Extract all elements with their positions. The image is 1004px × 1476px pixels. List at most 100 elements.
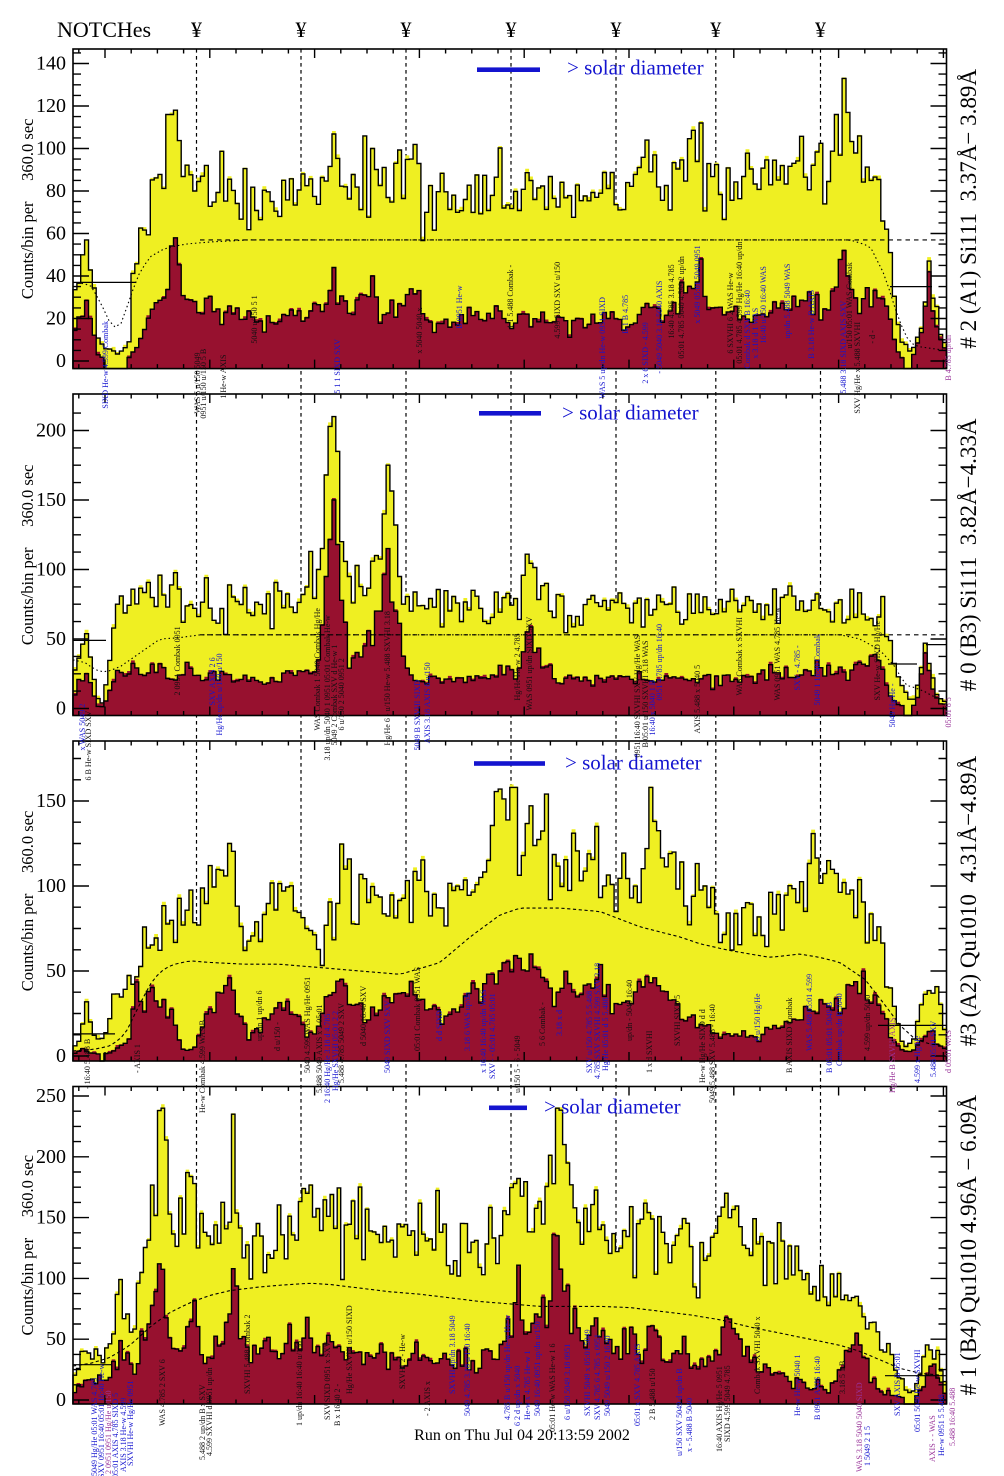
svg-text:4.785 SXV SXVHI 4.599 SXV 3.18: 4.785 SXV SXVHI 4.599 SXV 3.18 xyxy=(593,963,602,1079)
svg-text:WAS 0951 up/dn SIXD SXV: WAS 0951 up/dn SIXD SXV xyxy=(525,616,534,710)
svg-text:16:40 u/150 16:40 WAS: 16:40 u/150 16:40 WAS xyxy=(759,266,768,343)
svg-text:5040 4.599 WAS Hg/He 0951: 5040 4.599 WAS Hg/He 0951 xyxy=(303,977,312,1073)
svg-text:B 4.785 up/dn: B 4.785 up/dn xyxy=(944,335,953,381)
svg-text:B x 16:40 2 -: B x 16:40 2 - xyxy=(333,1383,342,1426)
svg-text:Hg/He SXVHI 05:01 2 2: Hg/He SXVHI 05:01 2 2 xyxy=(331,1011,340,1091)
svg-text:100: 100 xyxy=(36,1267,66,1289)
svg-text:50: 50 xyxy=(46,960,66,982)
svg-text:6 u/150 5049 3.18 0951: 6 u/150 5049 3.18 0951 xyxy=(563,1344,572,1420)
svg-text:SXVHI up/dn 3.18 5049: SXVHI up/dn 3.18 5049 xyxy=(448,1315,457,1394)
svg-text:120: 120 xyxy=(36,95,66,117)
svg-text:6 u/150 2 5040 0951 2: 6 u/150 2 5040 0951 2 xyxy=(337,658,346,730)
svg-text:u/150 SXV 5049 d up/dn B: u/150 SXV 5049 d up/dn B xyxy=(675,1368,684,1456)
svg-text:> solar diameter: > solar diameter xyxy=(567,56,704,80)
svg-text:AXIS - - WAS: AXIS - - WAS xyxy=(928,1415,937,1462)
svg-text:¥: ¥ xyxy=(401,17,412,42)
svg-text:- 5049 5040 3.18 5040 AXIS: - 5049 5040 3.18 5040 AXIS xyxy=(655,281,664,374)
svg-text:# 0 (B3) Si111 3.82Å−4.33Å: # 0 (B3) Si111 3.82Å−4.33Å xyxy=(956,418,981,691)
svg-text:x 5049 05:01 5049 0951: x 5049 05:01 5049 0951 xyxy=(693,245,702,323)
svg-text:05:01 AXIS 4.785 SIXD 5: 05:01 AXIS 4.785 SIXD 5 xyxy=(111,1393,120,1476)
svg-text:5049 Hg/He 05:01 WAS 4.785: 5049 Hg/He 05:01 WAS 4.785 xyxy=(90,1378,99,1476)
svg-text:6 2 d up/dn x 5040: 6 2 d up/dn x 5040 xyxy=(513,1366,522,1426)
svg-text:150: 150 xyxy=(36,489,66,511)
svg-text:2 B 5.488 u/150: 2 B 5.488 u/150 xyxy=(648,1368,657,1420)
svg-text:up/dn 5.488 5049 WAS: up/dn 5.488 5049 WAS xyxy=(783,264,792,339)
svg-text:200: 200 xyxy=(36,1146,66,1168)
svg-text:Hg/He He-w 2 4.785: Hg/He He-w 2 4.785 xyxy=(513,633,522,700)
svg-text:5049 2 Combak SXV d He-w 1: 5049 2 Combak SXV d He-w 1 xyxy=(330,645,339,746)
svg-text:WAS 5 u/150 5049: WAS 5 u/150 5049 xyxy=(193,352,202,413)
svg-text:WAS Combak 1 5040 Combak Hg/He: WAS Combak 1 5040 Combak Hg/He xyxy=(313,608,322,731)
svg-text:4.785 B u/150 up/dn He-w He-w: 4.785 B u/150 up/dn He-w He-w xyxy=(503,1314,512,1420)
svg-text:SXVHI SIXD 5: SXVHI SIXD 5 xyxy=(673,995,682,1046)
svg-text:- AXIS 1: - AXIS 1 xyxy=(133,1044,142,1073)
svg-text:SXVHI 5049 x 05:01 5049: SXVHI 5049 x 05:01 5049 xyxy=(583,1329,592,1416)
svg-text:5049 16:40 0951 up/dn u/150: 5049 16:40 0951 up/dn u/150 xyxy=(533,1321,542,1416)
svg-text:¥: ¥ xyxy=(191,17,202,42)
svg-text:3.18 6 WAS up/dn: 3.18 6 WAS up/dn xyxy=(463,992,472,1051)
svg-text:100: 100 xyxy=(36,559,66,581)
svg-text:80: 80 xyxy=(46,180,66,202)
svg-text:3.18 x d: 3.18 x d xyxy=(555,1010,564,1036)
svg-text:- d -: - d - xyxy=(868,330,877,344)
svg-text:140: 140 xyxy=(36,53,66,75)
svg-text:6 u/150 Hg/He: 6 u/150 Hg/He xyxy=(753,993,762,1041)
svg-text:05:01 x SXV 4.785 AXIS: 05:01 x SXV 4.785 AXIS xyxy=(633,1344,642,1426)
svg-text:40: 40 xyxy=(46,265,66,287)
svg-text:He-w Combak 4.599 WAS B: He-w Combak 4.599 WAS B xyxy=(198,1020,207,1113)
svg-text:Hg/He B SXVHI AXIS: Hg/He B SXVHI AXIS xyxy=(888,1018,897,1093)
svg-text:Run on Thu Jul 04 20:13:59 200: Run on Thu Jul 04 20:13:59 2002 xyxy=(414,1427,630,1444)
svg-text:¥: ¥ xyxy=(506,17,517,42)
svg-text:SXV - - 05:01 4.785 05:01: SXV - - 05:01 4.785 05:01 xyxy=(488,993,497,1079)
svg-text:5 1 1 SIXD SXV: 5 1 1 SIXD SXV xyxy=(333,339,342,394)
svg-text:# 2 (A1) Si111 3.37Å− 3.89Å: # 2 (A1) Si111 3.37Å− 3.89Å xyxy=(956,69,981,349)
svg-text:1 5049 2 1 5: 1 5049 2 1 5 xyxy=(863,1426,872,1466)
svg-text:Hg/He SXVHI u/150 SIXD: Hg/He SXVHI u/150 SIXD xyxy=(345,1305,354,1394)
svg-text:Counts/bin per 360.0 sec: Counts/bin per 360.0 sec xyxy=(18,1155,37,1336)
svg-text:5040 u/150 5 1: 5040 u/150 5 1 xyxy=(250,295,259,343)
svg-text:50: 50 xyxy=(46,1328,66,1350)
svg-text:- 2 AXIS x: - 2 AXIS x xyxy=(423,1381,432,1416)
svg-text:05:01 4.785 5040 4.599 2 up/dn: 05:01 4.785 5040 4.599 2 up/dn xyxy=(677,256,686,358)
svg-text:16:40 4.785 3.18 4.785: 16:40 4.785 3.18 4.785 xyxy=(667,264,676,338)
svg-text:2 0951 Combak 0951: 2 0951 Combak 0951 xyxy=(173,626,182,695)
svg-text:0: 0 xyxy=(56,350,66,372)
svg-text:1 1 5.488 Combak -: 1 1 5.488 Combak - xyxy=(506,264,515,328)
svg-text:B 0951 He-w: B 0951 He-w xyxy=(455,285,464,328)
svg-text:50: 50 xyxy=(46,628,66,650)
svg-text:3.18 5 1 B: 3.18 5 1 B xyxy=(838,1361,847,1394)
svg-text:SIXD 4.599 5049 4.785: SIXD 4.599 5049 4.785 xyxy=(723,1365,732,1442)
svg-text:WAS Combak x SXVHI: WAS Combak x SXVHI xyxy=(735,617,744,696)
svg-text:150: 150 xyxy=(36,1207,66,1229)
svg-text:Hg/He 05:01 d 5 5.488: Hg/He 05:01 d 5 5.488 xyxy=(601,997,610,1071)
svg-text:Combak up/dn B 5040: Combak up/dn B 5040 xyxy=(835,993,844,1066)
svg-text:- 16:40 5.488 B: - 16:40 5.488 B xyxy=(83,1039,92,1089)
svg-text:Combak SXVHI 5040 x: Combak SXVHI 5040 x xyxy=(753,1316,762,1394)
svg-text:Counts/bin per 360.0 sec: Counts/bin per 360.0 sec xyxy=(18,119,37,300)
svg-text:x 3.18 d 1 WAS: x 3.18 d 1 WAS xyxy=(751,308,760,359)
svg-text:x 5040 5040 x: x 5040 5040 x xyxy=(415,308,424,354)
svg-text:SXV He-w SIXD Hg/He: SXV He-w SIXD Hg/He xyxy=(873,620,882,700)
svg-text:1 up/dn 16:40 16:40 u/150: 1 up/dn 16:40 16:40 u/150 xyxy=(295,1341,304,1426)
svg-text:> solar diameter: > solar diameter xyxy=(562,401,699,425)
svg-text:SXV Hg/He x 5.488 SXVHI: SXV Hg/He x 5.488 SXVHI xyxy=(853,322,862,414)
svg-text:AXIS 5.488 x 5040 5: AXIS 5.488 x 5040 5 xyxy=(693,665,702,734)
svg-text:u/150 5 - 6 - 5049: u/150 5 - 6 - 5049 xyxy=(513,1035,522,1093)
svg-text:5.488 16:40 5.488: 5.488 16:40 5.488 xyxy=(948,1388,957,1446)
svg-text:200: 200 xyxy=(36,420,66,442)
svg-text:SXV AXIS 2 6: SXV AXIS 2 6 xyxy=(208,657,217,705)
svg-text:# 1 (B4) Qu1010 4.96Å − 6.09Å: # 1 (B4) Qu1010 4.96Å − 6.09Å xyxy=(956,1095,981,1396)
svg-text:0951 4.785 up/dn 16:40: 0951 4.785 up/dn 16:40 xyxy=(655,624,664,700)
svg-text:16:40 x 5040 1 B: 16:40 x 5040 1 B xyxy=(648,680,657,736)
svg-text:Counts/bin per 360.0 sec: Counts/bin per 360.0 sec xyxy=(18,465,37,646)
svg-text:Hg/He 6 - u/150 He-w 5.488 SXV: Hg/He 6 - u/150 He-w 5.488 SXVHI 3.18 xyxy=(383,611,392,745)
svg-text:SXVHI 2 - He-w: SXVHI 2 - He-w xyxy=(398,1334,407,1389)
svg-text:B 05:01 u/150 SXVHI 3.18 WAS: B 05:01 u/150 SXVHI 3.18 WAS xyxy=(641,641,650,748)
svg-text:05:01 4.785 4.599 Hg/He 16:40: 05:01 4.785 4.599 Hg/He 16:40 up/dn xyxy=(735,242,744,364)
svg-text:05:01 6 5: 05:01 6 5 xyxy=(944,697,953,727)
svg-text:05:01 5040 He-w SXVHI: 05:01 5040 He-w SXVHI xyxy=(913,1349,922,1432)
svg-text:6 B He-w SIXD SXV: 6 B He-w SIXD SXV xyxy=(84,711,93,781)
svg-text:SXV - 4.785 -: SXV - 4.785 - xyxy=(793,645,802,691)
svg-text:0951 16:40 SXVHI SXV Hg/He WAS: 0951 16:40 SXVHI SXV Hg/He WAS xyxy=(633,635,642,758)
svg-text:d d SIXD: d d SIXD xyxy=(435,1010,444,1041)
